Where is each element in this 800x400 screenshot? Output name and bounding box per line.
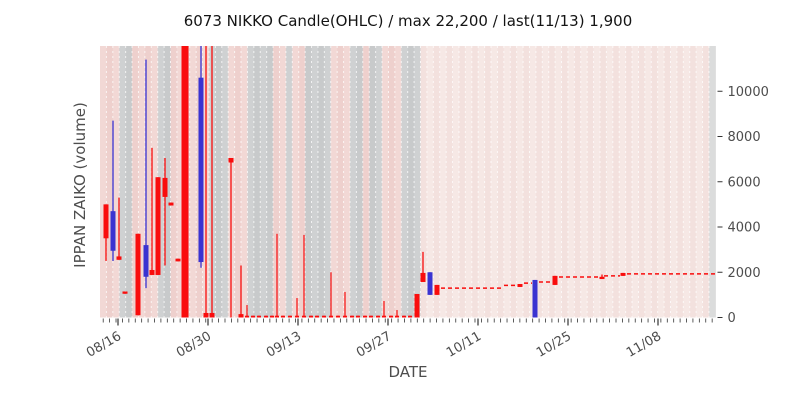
x-axis-minor-ticks — [102, 318, 713, 323]
chart-title: 6073 NIKKO Candle(OHLC) / max 22,200 / l… — [183, 12, 633, 30]
svg-text:09/13: 09/13 — [264, 329, 304, 361]
svg-text:10/11: 10/11 — [444, 329, 484, 361]
svg-text:08/30: 08/30 — [174, 329, 214, 361]
x-axis-major-ticks: 08/16 08/30 09/13 09/27 10/11 10/25 11/08 — [84, 318, 664, 361]
flat-dash-line — [441, 273, 715, 289]
svg-text:0: 0 — [728, 311, 736, 326]
svg-text:4000: 4000 — [728, 221, 761, 236]
candles — [103, 46, 626, 318]
svg-text:8000: 8000 — [728, 130, 761, 145]
y-axis-ticks: 0 2000 4000 6000 8000 10000 — [717, 85, 769, 326]
svg-text:09/27: 09/27 — [354, 329, 394, 361]
svg-text:6000: 6000 — [728, 175, 761, 190]
y-axis-label: IPPAN ZAIKO (volume) — [71, 102, 89, 268]
x-axis-label: DATE — [388, 363, 428, 381]
svg-text:2000: 2000 — [728, 266, 761, 281]
svg-text:11/08: 11/08 — [624, 329, 664, 361]
svg-text:08/16: 08/16 — [84, 329, 124, 361]
volume-spikes — [245, 233, 412, 318]
svg-text:10000: 10000 — [728, 85, 769, 100]
svg-text:10/25: 10/25 — [534, 329, 574, 361]
